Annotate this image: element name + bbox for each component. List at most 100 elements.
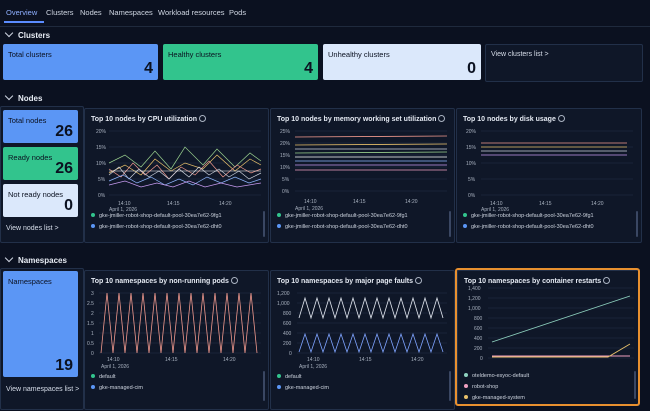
cpu-utilization-panel: Top 10 nodes by CPU utilization 20% 15% … bbox=[84, 108, 269, 243]
legend-item[interactable]: oteldemo-esyoc-default bbox=[464, 373, 529, 379]
legend-item[interactable]: gke-managed-system bbox=[464, 395, 525, 401]
legend-scrollbar[interactable] bbox=[449, 211, 451, 237]
non-running-pods-chart: 3 2.5 2 1.5 1 0.5 0 14:10 14:15 14:20 Ap… bbox=[87, 291, 261, 370]
info-icon[interactable] bbox=[557, 115, 565, 122]
legend-scrollbar[interactable] bbox=[263, 371, 265, 401]
chart-title: Top 10 namespaces by major page faults bbox=[277, 276, 423, 285]
y-tick: 800 bbox=[283, 311, 292, 317]
info-icon[interactable] bbox=[230, 277, 238, 284]
x-tick: 14:10 bbox=[307, 357, 320, 363]
view-nodes-link[interactable]: View nodes list > bbox=[6, 225, 59, 232]
legend-item[interactable]: gke-jmiller-robot-shop-default-pool-30ea… bbox=[91, 224, 222, 230]
date-label: April 1, 2026 bbox=[295, 206, 323, 212]
view-clusters-link[interactable]: View clusters list > bbox=[491, 51, 549, 58]
card-value: 26 bbox=[55, 123, 73, 140]
tab-namespaces[interactable]: Namespaces bbox=[109, 8, 153, 17]
chevron-down-icon bbox=[4, 253, 14, 263]
card-value: 4 bbox=[144, 60, 153, 77]
x-tick: 14:20 bbox=[405, 199, 418, 205]
legend-scrollbar[interactable] bbox=[636, 211, 638, 237]
legend-item[interactable]: gke-jmiller-robot-shop-default-pool-30ea… bbox=[277, 224, 408, 230]
y-tick: 800 bbox=[474, 316, 483, 322]
y-tick: 1.5 bbox=[87, 321, 94, 327]
legend-item[interactable]: gke-jmiller-robot-shop-default-pool-30ea… bbox=[463, 224, 594, 230]
y-tick: 400 bbox=[283, 331, 292, 337]
x-tick: 14:10 bbox=[490, 201, 503, 207]
y-tick: 0 bbox=[480, 356, 483, 362]
tab-nodes[interactable]: Nodes bbox=[80, 8, 102, 17]
x-tick: 14:10 bbox=[118, 201, 131, 207]
legend-scrollbar[interactable] bbox=[634, 371, 636, 399]
x-tick: 14:20 bbox=[223, 357, 236, 363]
view-namespaces-link[interactable]: View namespaces list > bbox=[6, 386, 80, 393]
major-page-faults-chart: 1,200 1,000 800 600 400 200 0 14:10 14:1… bbox=[277, 291, 447, 370]
legend-scrollbar[interactable] bbox=[449, 371, 451, 401]
namespaces-section-header[interactable]: Namespaces bbox=[4, 253, 67, 265]
legend-item[interactable]: gke-jmiller-robot-shop-default-pool-30ea… bbox=[91, 213, 222, 219]
y-tick: 1,400 bbox=[468, 286, 481, 292]
info-icon[interactable] bbox=[415, 277, 423, 284]
chart-title: Top 10 nodes by memory working set utili… bbox=[277, 114, 446, 123]
x-tick: 14:10 bbox=[107, 357, 120, 363]
y-tick: 1,000 bbox=[468, 306, 481, 312]
container-restarts-chart: 1,400 1,200 1,000 800 600 400 200 0 bbox=[468, 286, 634, 362]
non-running-pods-panel: Top 10 namespaces by non-running pods 3 … bbox=[84, 270, 269, 410]
section-title: Namespaces bbox=[18, 256, 67, 265]
tab-pods[interactable]: Pods bbox=[229, 8, 247, 17]
unhealthy-clusters-card[interactable]: Unhealthy clusters 0 bbox=[323, 44, 481, 80]
healthy-clusters-card[interactable]: Healthy clusters 4 bbox=[163, 44, 318, 80]
y-tick: 5% bbox=[98, 177, 106, 183]
y-tick: 1,000 bbox=[277, 301, 290, 307]
y-tick: 15% bbox=[466, 145, 477, 151]
tab-overview[interactable]: Overview bbox=[6, 8, 38, 17]
active-tab-indicator bbox=[4, 21, 44, 23]
legend-scrollbar[interactable] bbox=[263, 211, 265, 237]
memory-utilization-panel: Top 10 nodes by memory working set utili… bbox=[270, 108, 455, 243]
legend-item[interactable]: default bbox=[277, 374, 302, 380]
x-tick: 14:20 bbox=[219, 201, 232, 207]
legend-item[interactable]: gke-managed-cim bbox=[91, 385, 143, 391]
tab-clusters[interactable]: Clusters bbox=[46, 8, 74, 17]
not-ready-nodes-card[interactable]: Not ready nodes 0 bbox=[3, 184, 78, 217]
section-title: Nodes bbox=[18, 94, 43, 103]
tab-workload-resources[interactable]: Workload resources bbox=[158, 8, 225, 17]
cpu-chart: 20% 15% 10% 5% 0% 14:10 14:15 14:20 Apri… bbox=[96, 129, 262, 213]
y-tick: 600 bbox=[474, 326, 483, 332]
y-tick: 2 bbox=[91, 311, 94, 317]
card-label: Ready nodes bbox=[8, 153, 53, 162]
legend-item[interactable]: robot-shop bbox=[464, 384, 498, 390]
info-icon[interactable] bbox=[199, 115, 207, 122]
total-clusters-card[interactable]: Total clusters 4 bbox=[3, 44, 158, 80]
ready-nodes-card[interactable]: Ready nodes 26 bbox=[3, 147, 78, 180]
y-tick: 20% bbox=[96, 129, 107, 135]
y-tick: 3 bbox=[91, 291, 94, 297]
x-tick: 14:20 bbox=[591, 201, 604, 207]
legend-item[interactable]: gke-jmiller-robot-shop-default-pool-30ea… bbox=[463, 213, 594, 219]
y-tick: 15% bbox=[96, 145, 107, 151]
total-nodes-card[interactable]: Total nodes 26 bbox=[3, 110, 78, 143]
y-tick: 15% bbox=[280, 153, 291, 159]
card-value: 0 bbox=[467, 60, 476, 77]
info-icon[interactable] bbox=[438, 115, 446, 122]
x-tick: 14:15 bbox=[353, 199, 366, 205]
y-tick: 200 bbox=[474, 346, 483, 352]
chart-title: Top 10 nodes by disk usage bbox=[463, 114, 565, 123]
legend-item[interactable]: default bbox=[91, 374, 116, 380]
card-value: 19 bbox=[55, 357, 73, 374]
y-tick: 10% bbox=[280, 165, 291, 171]
card-value: 4 bbox=[304, 60, 313, 77]
top-tab-bar: Overview Clusters Nodes Namespaces Workl… bbox=[0, 0, 650, 27]
nodes-section-header[interactable]: Nodes bbox=[4, 91, 43, 103]
clusters-section-header[interactable]: Clusters bbox=[4, 28, 50, 40]
y-tick: 0% bbox=[282, 189, 290, 195]
card-value: 0 bbox=[64, 197, 73, 214]
y-tick: 2.5 bbox=[87, 301, 94, 307]
chevron-down-icon bbox=[4, 28, 14, 38]
y-tick: 10% bbox=[96, 161, 107, 167]
card-label: Namespaces bbox=[8, 277, 52, 286]
info-icon[interactable] bbox=[603, 277, 611, 284]
legend-item[interactable]: gke-managed-cim bbox=[277, 385, 329, 391]
total-namespaces-card[interactable]: Namespaces 19 bbox=[3, 271, 78, 377]
y-tick: 1 bbox=[91, 331, 94, 337]
legend-item[interactable]: gke-jmiller-robot-shop-default-pool-30ea… bbox=[277, 213, 408, 219]
